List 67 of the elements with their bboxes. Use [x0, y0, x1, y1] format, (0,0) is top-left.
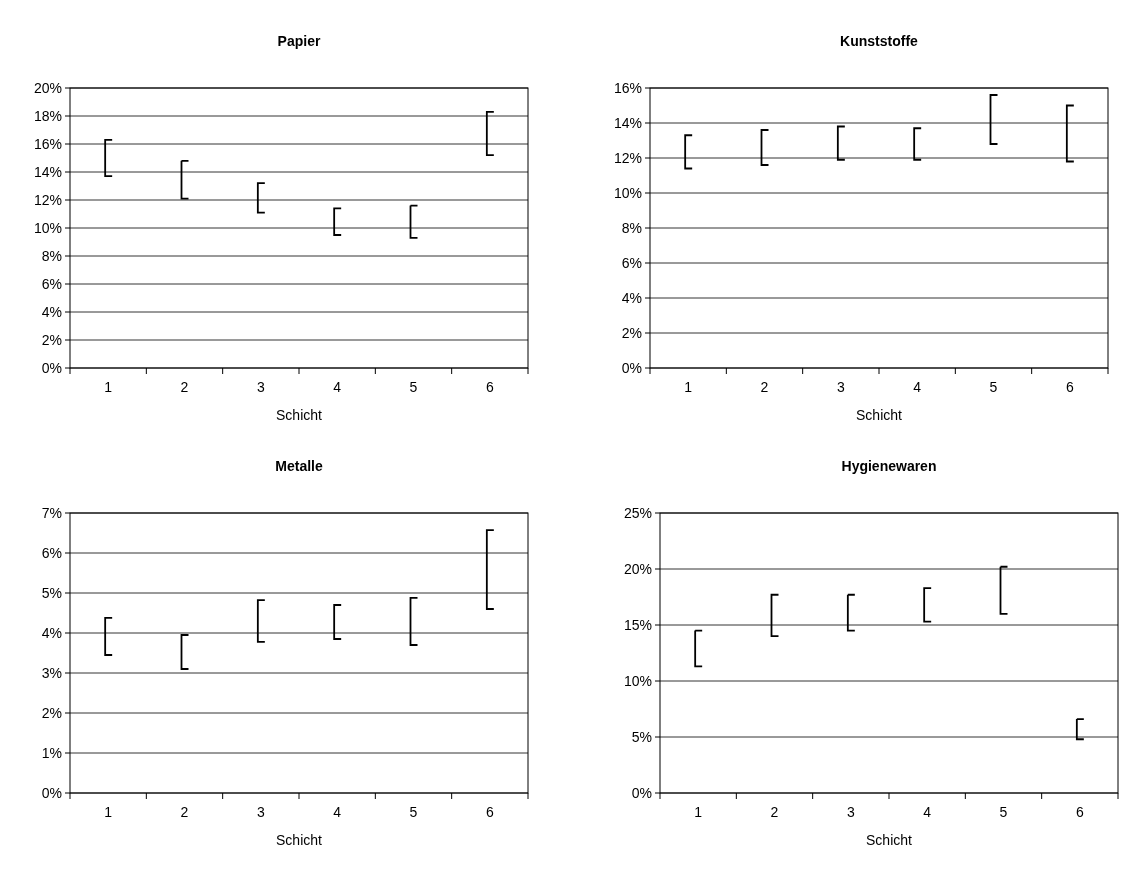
y-tick-label: 5%: [41, 584, 62, 601]
y-tick-label: 8%: [621, 219, 642, 236]
x-tick-label: 4: [333, 804, 342, 820]
y-tick-label: 16%: [33, 135, 62, 152]
x-tick-label: 5: [989, 379, 998, 395]
y-tick-label: 0%: [41, 359, 62, 376]
x-tick-label: 2: [760, 379, 769, 395]
y-tick-label: 25%: [623, 504, 652, 521]
y-tick-label: 12%: [613, 149, 642, 166]
y-tick-label: 15%: [623, 616, 652, 633]
x-tick-label: 1: [104, 804, 113, 820]
x-tick-label: 6: [1075, 804, 1084, 820]
y-tick-label: 1%: [41, 744, 62, 761]
chart-title: Hygienewaren: [841, 458, 937, 474]
y-tick-label: 3%: [41, 664, 62, 681]
x-tick-label: 4: [923, 804, 932, 820]
x-axis-title: Schicht: [276, 407, 323, 423]
x-tick-label: 3: [256, 379, 265, 395]
y-tick-label: 4%: [621, 289, 642, 306]
y-tick-label: 6%: [621, 254, 642, 271]
x-tick-label: 6: [485, 804, 494, 820]
y-tick-label: 4%: [41, 624, 62, 641]
x-tick-label: 5: [999, 804, 1008, 820]
x-tick-label: 1: [684, 379, 693, 395]
x-tick-label: 4: [913, 379, 922, 395]
y-tick-label: 14%: [33, 163, 62, 180]
y-tick-label: 2%: [41, 704, 62, 721]
y-tick-label: 6%: [41, 275, 62, 292]
x-tick-label: 3: [846, 804, 855, 820]
x-tick-label: 6: [1065, 379, 1074, 395]
y-tick-label: 20%: [33, 79, 62, 96]
y-tick-label: 5%: [631, 728, 652, 745]
y-tick-label: 0%: [41, 784, 62, 801]
chart-title: Papier: [277, 33, 321, 49]
y-tick-label: 7%: [41, 504, 62, 521]
y-tick-label: 2%: [621, 324, 642, 341]
y-tick-label: 14%: [613, 114, 642, 131]
x-tick-label: 3: [256, 804, 265, 820]
y-tick-label: 0%: [621, 359, 642, 376]
y-tick-label: 10%: [613, 184, 642, 201]
bar: [694, 629, 704, 668]
y-tick-label: 8%: [41, 247, 62, 264]
y-tick-label: 18%: [33, 107, 62, 124]
y-tick-label: 0%: [631, 784, 652, 801]
x-tick-label: 4: [333, 379, 342, 395]
x-axis-title: Schicht: [276, 832, 323, 848]
y-tick-label: 6%: [41, 544, 62, 561]
x-tick-label: 2: [770, 804, 779, 820]
y-tick-label: 16%: [613, 79, 642, 96]
y-tick-label: 10%: [33, 219, 62, 236]
x-tick-label: 1: [104, 379, 113, 395]
chart-title: Metalle: [275, 458, 323, 474]
x-tick-label: 5: [409, 804, 418, 820]
y-tick-label: 2%: [41, 331, 62, 348]
chart-title: Kunststoffe: [840, 33, 919, 49]
x-axis-title: Schicht: [856, 407, 903, 423]
y-tick-label: 20%: [623, 560, 652, 577]
y-tick-label: 4%: [41, 303, 62, 320]
y-tick-label: 12%: [33, 191, 62, 208]
x-tick-label: 6: [485, 379, 494, 395]
x-axis-title: Schicht: [866, 832, 913, 848]
x-tick-label: 2: [180, 379, 189, 395]
y-tick-label: 10%: [623, 672, 652, 689]
x-tick-label: 3: [836, 379, 845, 395]
x-tick-label: 1: [694, 804, 703, 820]
x-tick-label: 2: [180, 804, 189, 820]
x-tick-label: 5: [409, 379, 418, 395]
